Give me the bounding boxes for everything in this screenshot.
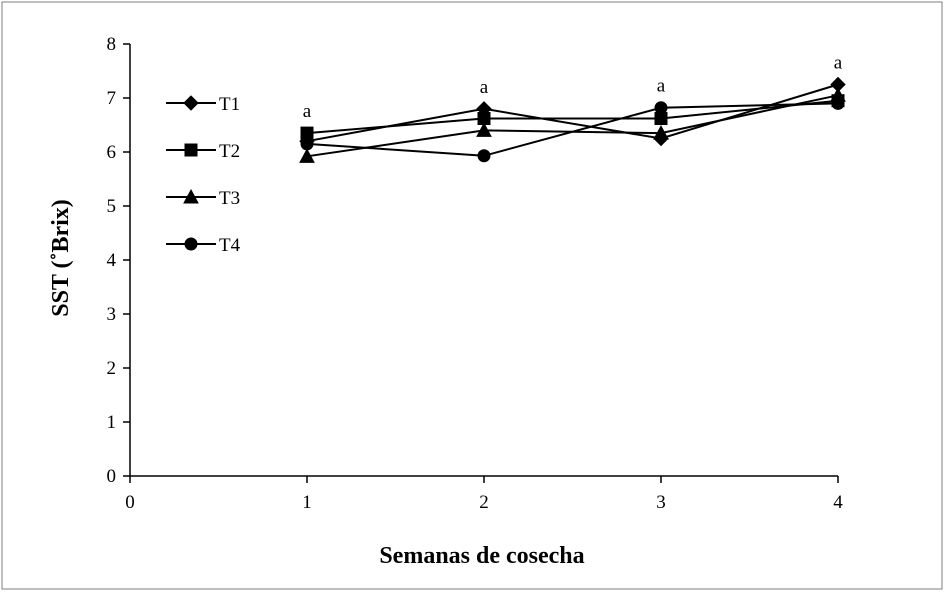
legend-label-t2: T2 xyxy=(219,141,240,162)
x-tick-label: 1 xyxy=(302,492,312,513)
data-point-t4 xyxy=(300,137,314,151)
series-line-t4 xyxy=(306,102,839,157)
data-point-t4 xyxy=(654,101,668,115)
annotations: a a a a xyxy=(303,53,843,123)
y-tick-label: 5 xyxy=(107,196,117,217)
y-tick-label: 2 xyxy=(107,358,117,379)
y-tick-label: 4 xyxy=(107,250,117,271)
x-tick-label: 0 xyxy=(125,492,135,513)
legend-marker-t1 xyxy=(183,95,199,111)
data-point-t3 xyxy=(299,148,315,163)
legend: T1 T2 T3 T4 xyxy=(166,94,241,256)
x-tick-label: 4 xyxy=(833,492,843,513)
y-tick-label: 1 xyxy=(107,412,117,433)
legend-label-t3: T3 xyxy=(219,188,240,209)
significance-label: a xyxy=(303,101,312,122)
data-point-t4 xyxy=(477,149,491,163)
data-point-t2 xyxy=(654,112,668,126)
series-line-t2 xyxy=(306,99,839,135)
y-tick-label: 6 xyxy=(107,142,117,163)
x-axis-title: Semanas de cosecha xyxy=(379,543,584,569)
series-markers xyxy=(299,76,846,163)
x-tick-label: 3 xyxy=(656,492,666,513)
x-tick-label: 2 xyxy=(479,492,489,513)
significance-label: a xyxy=(834,53,843,74)
ticks: 0 1 2 3 4 5 6 7 8 0 1 2 3 4 xyxy=(107,34,844,513)
significance-label: a xyxy=(657,76,666,97)
data-point-t4 xyxy=(831,96,845,110)
legend-label-t1: T1 xyxy=(219,94,240,115)
y-tick-label: 8 xyxy=(107,34,117,55)
significance-label: a xyxy=(480,77,489,98)
data-point-t3 xyxy=(653,125,669,140)
y-tick-label: 3 xyxy=(107,304,117,325)
y-tick-label: 0 xyxy=(107,466,117,487)
series-lines xyxy=(306,83,839,158)
y-axis-title: SST (˚Brix) xyxy=(48,199,74,317)
legend-marker-t3 xyxy=(183,188,199,204)
legend-marker-t4 xyxy=(184,237,198,251)
legend-marker-t2 xyxy=(184,143,198,157)
y-tick-label: 7 xyxy=(107,88,117,109)
legend-label-t4: T4 xyxy=(219,235,241,256)
data-point-t2 xyxy=(300,126,314,140)
data-point-t3 xyxy=(476,122,492,137)
